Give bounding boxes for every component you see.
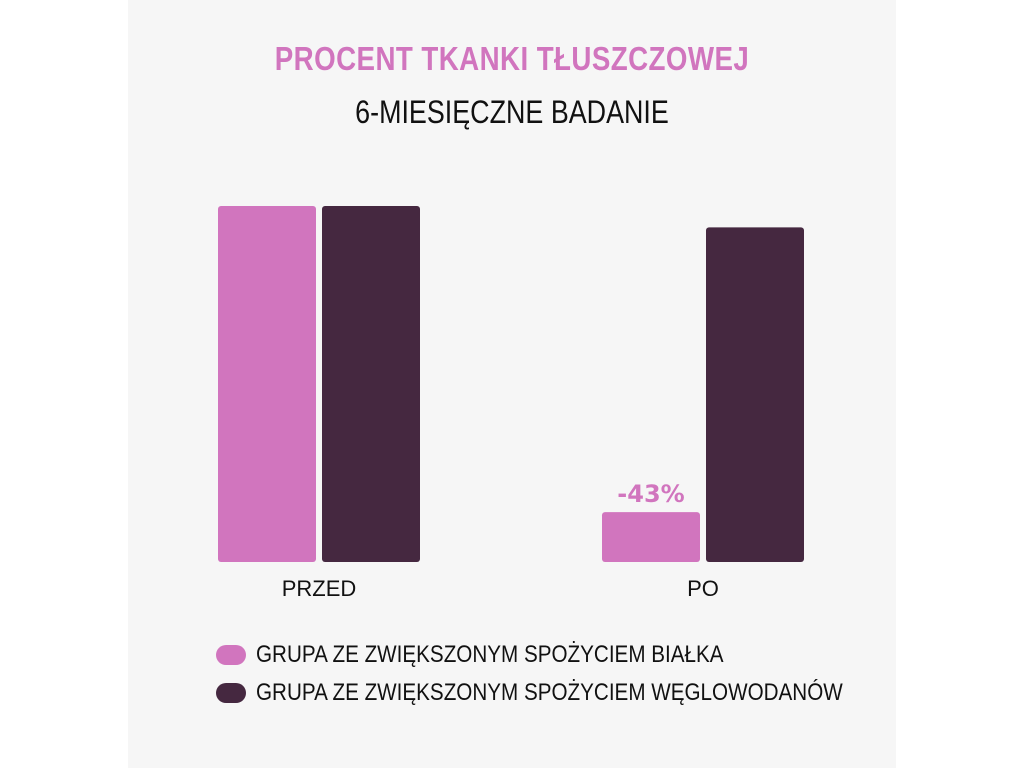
bar-po-series-1 (706, 227, 804, 563)
bar-chart: PRZED PO -43% (218, 206, 804, 601)
legend-label-protein: GRUPA ZE ZWIĘKSZONYM SPOŻYCIEM BIAŁKA (256, 641, 724, 668)
category-label-przed: PRZED (282, 576, 357, 601)
chart-title: PROCENT TKANKI TŁUSZCZOWEJ (274, 40, 750, 77)
bar-przed-series-1 (322, 206, 420, 562)
legend: GRUPA ZE ZWIĘKSZONYM SPOŻYCIEM BIAŁKA GR… (216, 636, 938, 712)
chart-subtitle: 6-MIESIĘCZNE BADANIE (355, 94, 669, 130)
data-label-change: -43% (617, 480, 684, 508)
bar-po-series-0 (602, 512, 700, 562)
legend-item-protein: GRUPA ZE ZWIĘKSZONYM SPOŻYCIEM BIAŁKA (216, 636, 938, 674)
legend-item-carbs: GRUPA ZE ZWIĘKSZONYM SPOŻYCIEM WĘGLOWODA… (216, 674, 938, 712)
legend-swatch-protein (216, 645, 246, 665)
category-label-po: PO (687, 576, 719, 601)
chart-card: PROCENT TKANKI TŁUSZCZOWEJ 6-MIESIĘCZNE … (128, 0, 896, 768)
bar-przed-series-0 (218, 206, 316, 562)
legend-swatch-carbs (216, 683, 246, 703)
legend-label-carbs: GRUPA ZE ZWIĘKSZONYM SPOŻYCIEM WĘGLOWODA… (256, 679, 843, 706)
